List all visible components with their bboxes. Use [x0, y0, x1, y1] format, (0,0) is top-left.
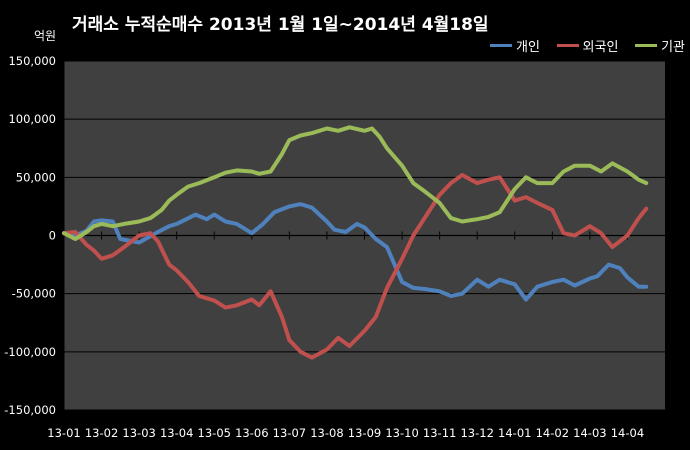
unit-label: 억원 [34, 29, 57, 43]
y-tick-label: -100,000 [4, 345, 56, 359]
x-tick-label: 13-07 [273, 426, 306, 440]
y-tick-label: 0 [49, 229, 56, 243]
legend-swatch-institution [635, 44, 658, 47]
y-tick-label: -150,000 [4, 403, 56, 417]
legend-swatch-individual [490, 44, 512, 47]
x-tick-label: 13-11 [423, 426, 456, 440]
legend-label-individual: 개인 [516, 40, 540, 55]
x-tick-label: 14-03 [573, 426, 606, 440]
x-tick-label: 13-12 [460, 426, 493, 440]
x-tick-label: 13-05 [198, 426, 231, 440]
chart-title: 거래소 누적순매수 2013년 1월 1일~2014년 4월18일 [72, 15, 489, 35]
x-tick-label: 13-02 [85, 426, 118, 440]
series-line-individual [62, 202, 649, 302]
legend-label-institution: 기관 [661, 40, 685, 55]
x-tick-label: 13-01 [47, 426, 80, 440]
x-tick-label: 14-02 [536, 426, 569, 440]
series-line-institution [62, 125, 649, 241]
x-tick-label: 13-06 [235, 426, 268, 440]
legend-item-individual: 개인 [490, 36, 540, 55]
legend-label-foreign: 외국인 [582, 40, 619, 55]
x-tick-label: 13-03 [122, 426, 155, 440]
legend-item-institution: 기관 [635, 36, 685, 55]
x-tick-label: 14-04 [611, 426, 644, 440]
chart-legend: 개인 외국인 기관 [490, 36, 685, 55]
x-tick-label: 13-04 [160, 426, 193, 440]
y-tick-label: -50,000 [12, 287, 56, 301]
x-tick-label: 13-09 [348, 426, 381, 440]
series-line-foreign [62, 173, 649, 360]
legend-swatch-foreign [556, 44, 579, 47]
y-tick-label: 50,000 [16, 170, 56, 184]
x-tick-label: 14-01 [498, 426, 531, 440]
x-tick-label: 13-10 [385, 426, 418, 440]
legend-item-foreign: 외국인 [556, 36, 619, 55]
y-tick-label: 150,000 [8, 54, 56, 68]
y-tick-label: 100,000 [8, 112, 56, 126]
x-tick-label: 13-08 [310, 426, 343, 440]
